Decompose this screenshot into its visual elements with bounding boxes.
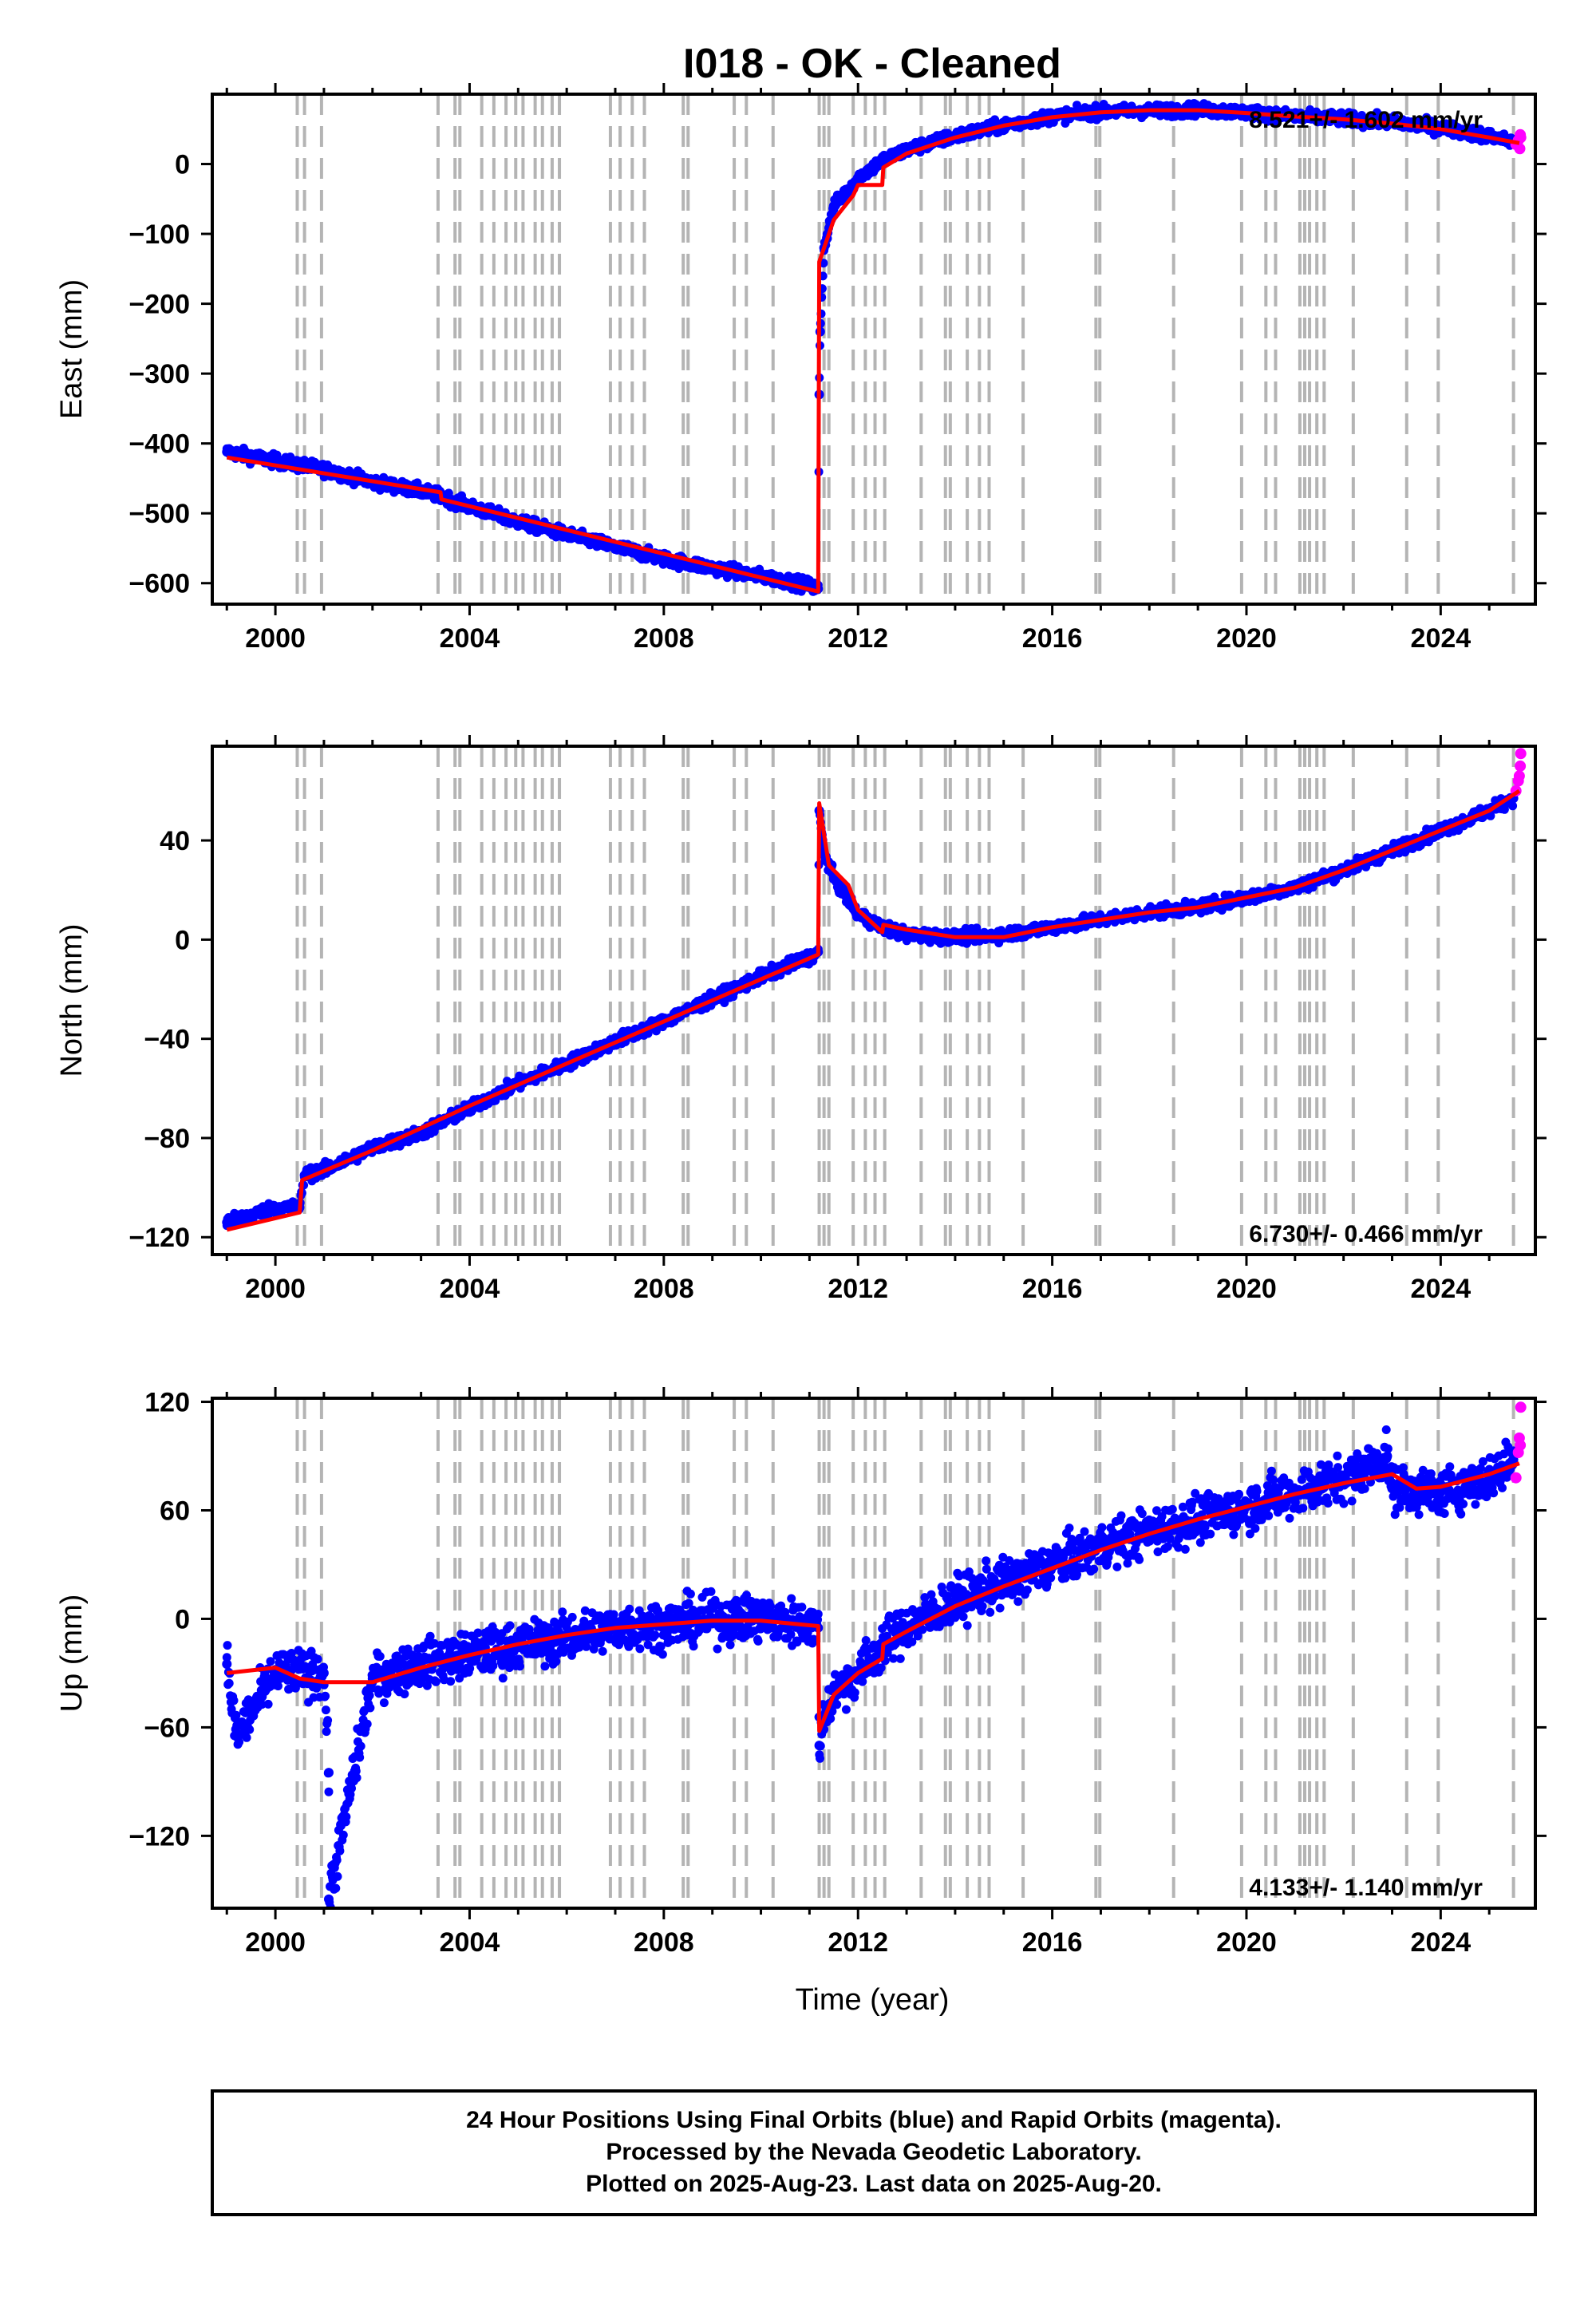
final-orbit-point (223, 1641, 232, 1650)
y-tick-label: −200 (128, 290, 190, 320)
x-tick-label: 2012 (828, 1274, 888, 1304)
panels: 2000 2004 2008 2012 2016 2020 2024−600−500−400… (55, 83, 1547, 1958)
x-tick-label: 2012 (828, 623, 888, 654)
final-orbit-point (263, 1699, 273, 1709)
y-tick-label: −600 (128, 569, 190, 599)
y-tick-label: −500 (128, 499, 190, 529)
final-orbit-point (222, 447, 232, 457)
y-tick-label: 0 (175, 925, 190, 955)
y-axis-label: East (mm) (55, 279, 89, 419)
final-orbit-point (853, 173, 863, 183)
rate-label: 6.730+/- 0.466 mm/yr (1249, 1221, 1483, 1247)
rapid-orbit-point (1515, 748, 1527, 760)
final-orbit-point (877, 156, 887, 166)
x-tick-label: 2024 (1411, 1274, 1472, 1304)
final-orbit-point (271, 1203, 281, 1212)
panel-north: 2000 2004 2008 2012 2016 2020 2024 −120 −80 −40 0 4… (55, 735, 1547, 1304)
final-orbit-point (224, 1678, 234, 1688)
x-tick-label: 2008 (634, 623, 694, 654)
panel-east: 2000 2004 2008 2012 2016 2020 2024 −600 −500 −400… (55, 83, 1547, 654)
x-tick-label: 2000 (245, 1274, 306, 1304)
y-axis-label: North (mm) (55, 923, 89, 1077)
x-tick-label: 2016 (1022, 623, 1083, 654)
final-orbit-point (242, 1733, 251, 1742)
final-orbit-point (222, 1217, 232, 1227)
final-orbit-point (229, 1696, 239, 1705)
y-tick-label: −100 (128, 219, 190, 250)
x-tick-label: 2020 (1216, 1274, 1277, 1304)
x-tick-label: 2020 (1216, 623, 1277, 654)
rapid-orbit-point (1513, 770, 1525, 782)
chart-title: I018 - OK - Cleaned (683, 41, 1061, 87)
y-tick-label: −120 (128, 1223, 190, 1253)
rapid-orbit-point (1515, 760, 1527, 772)
y-tick-label: −40 (144, 1025, 190, 1055)
y-tick-label: 0 (175, 150, 190, 180)
model-line (226, 108, 1520, 594)
final-orbit-point (494, 504, 504, 513)
plot-area (222, 94, 1527, 604)
y-tick-label: −300 (128, 359, 190, 389)
y-tick-label: 40 (160, 826, 190, 856)
rapid-orbit-point (1514, 143, 1526, 155)
final-orbit-point (245, 1725, 255, 1734)
x-tick-label: 2024 (1411, 623, 1472, 654)
rapid-orbit-point (1515, 132, 1527, 144)
panel-frame (211, 93, 1537, 606)
x-tick-label: 2000 (245, 623, 306, 654)
y-tick-label: −400 (128, 429, 190, 460)
plot-area (222, 746, 1527, 1255)
x-tick-label: 2004 (440, 623, 500, 654)
x-tick-label: 2008 (634, 1274, 694, 1304)
x-tick-label: 2004 (440, 1274, 500, 1304)
rate-label: 8.521+/- 1.602 mm/yr (1249, 107, 1483, 133)
final-orbit-point (828, 201, 839, 211)
y-tick-label: −80 (144, 1124, 190, 1154)
x-tick-label: 2016 (1022, 1274, 1083, 1304)
